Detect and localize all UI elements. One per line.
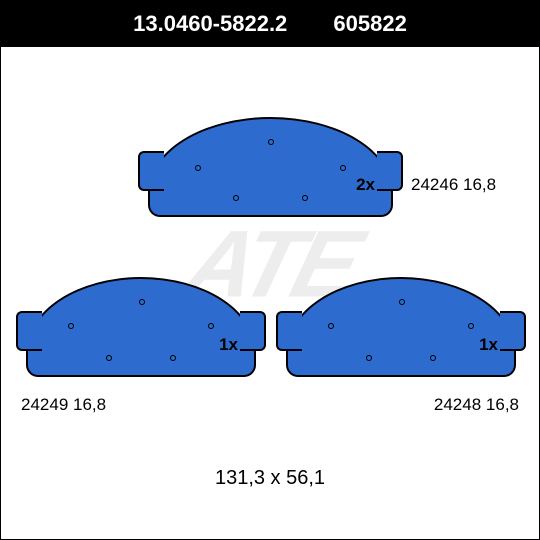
hole-icon	[170, 355, 176, 361]
code-label-top: 24246 16,8	[411, 175, 496, 195]
brake-pad-top: 2x	[148, 117, 393, 217]
code-label-bottom-right: 24248 16,8	[434, 395, 519, 415]
brake-pad-bottom-left: 1x	[26, 277, 256, 377]
qty-label-top: 2x	[356, 175, 375, 195]
hole-icon	[366, 355, 372, 361]
qty-label-bottom-left: 1x	[219, 335, 238, 355]
part-number-1: 13.0460-5822.2	[133, 11, 287, 36]
diagram-area: ATE 2x 24246 16,8 1x 24249 16,8 1x 24248…	[1, 47, 539, 467]
hole-icon	[340, 165, 346, 171]
hole-icon	[430, 355, 436, 361]
hole-icon	[328, 323, 334, 329]
hole-icon	[208, 323, 214, 329]
part-number-2: 605822	[333, 11, 406, 36]
hole-icon	[468, 323, 474, 329]
hole-icon	[106, 355, 112, 361]
qty-label-bottom-right: 1x	[479, 335, 498, 355]
hole-icon	[233, 195, 239, 201]
brake-pad-bottom-right: 1x	[286, 277, 516, 377]
code-label-bottom-left: 24249 16,8	[21, 395, 106, 415]
hole-icon	[68, 323, 74, 329]
hole-icon	[139, 299, 145, 305]
hole-icon	[268, 139, 274, 145]
hole-icon	[302, 195, 308, 201]
header-bar: 13.0460-5822.2 605822	[1, 1, 539, 47]
hole-icon	[195, 165, 201, 171]
hole-icon	[399, 299, 405, 305]
dimensions-label: 131,3 x 56,1	[1, 467, 539, 490]
